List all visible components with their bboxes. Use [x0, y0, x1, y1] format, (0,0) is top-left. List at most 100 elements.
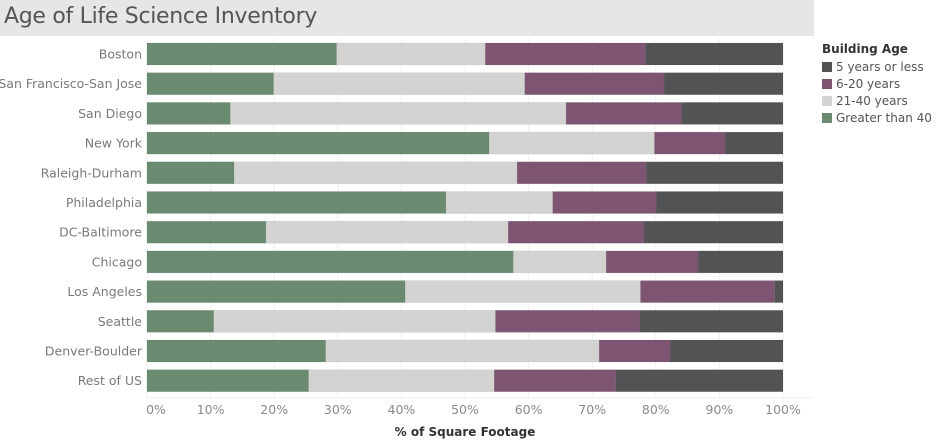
x-tick-label: 70%	[578, 402, 606, 417]
category-label: Raleigh-Durham	[41, 165, 142, 180]
title-band: Age of Life Science Inventory	[0, 0, 814, 36]
bar-segment-greater-than-40[interactable]	[146, 72, 274, 95]
bar-segment-21-40-years[interactable]	[308, 369, 495, 393]
bar-row	[146, 369, 784, 393]
bar-segment-21-40-years[interactable]	[336, 42, 486, 66]
bar-segment-21-40-years[interactable]	[445, 191, 554, 214]
bar-segment-6-20-years[interactable]	[507, 220, 645, 244]
bar-segment-5-years-or-less[interactable]	[643, 220, 784, 244]
category-labels: Boston San Francisco-San Jose San Diego New…	[0, 47, 143, 389]
bar-segment-greater-than-40[interactable]	[146, 309, 215, 333]
gridlines	[146, 38, 813, 399]
bar-segment-greater-than-40[interactable]	[146, 220, 267, 244]
x-tick-label: 60%	[515, 402, 543, 417]
legend-swatch	[822, 112, 832, 123]
x-tick-label: 90%	[706, 402, 734, 417]
x-tick-label: 30%	[324, 402, 352, 417]
legend-item[interactable]: 6-20 years	[822, 75, 934, 92]
bar-segment-6-20-years[interactable]	[654, 131, 726, 155]
bar-segment-6-20-years[interactable]	[516, 161, 647, 185]
x-axis-ticks: 0% 10% 20% 30% 40% 50% 60% 70% 80% 90% 100%	[146, 402, 801, 417]
bar-segment-21-40-years[interactable]	[233, 161, 518, 185]
bar-row	[146, 42, 784, 66]
bar-row	[146, 161, 784, 185]
x-tick-label: 20%	[260, 402, 288, 417]
bar-segment-greater-than-40[interactable]	[146, 102, 231, 125]
bar-segment-6-20-years[interactable]	[598, 339, 671, 363]
legend-item[interactable]: Greater than 40	[822, 109, 934, 126]
category-label: Seattle	[98, 314, 143, 329]
bar-segment-5-years-or-less[interactable]	[698, 250, 784, 274]
bar-segment-6-20-years[interactable]	[524, 72, 665, 95]
bar-segment-6-20-years[interactable]	[495, 309, 641, 333]
bar-segment-6-20-years[interactable]	[640, 280, 776, 303]
category-label: Denver-Boulder	[45, 344, 143, 359]
bar-segment-greater-than-40[interactable]	[146, 161, 235, 185]
bar-row	[146, 220, 784, 244]
x-tick-label: 40%	[388, 402, 416, 417]
bar-segment-5-years-or-less[interactable]	[724, 131, 784, 155]
bar-segment-5-years-or-less[interactable]	[670, 339, 784, 363]
bar-segment-5-years-or-less[interactable]	[680, 102, 784, 125]
bar-segment-21-40-years[interactable]	[230, 102, 567, 125]
bars	[146, 42, 784, 393]
bar-row	[146, 250, 784, 274]
bar-row	[146, 72, 784, 95]
legend-swatch	[822, 78, 832, 89]
legend: Building Age 5 years or less 6-20 years 21…	[822, 42, 934, 126]
bar-segment-21-40-years[interactable]	[325, 339, 600, 363]
category-label: San Francisco-San Jose	[0, 76, 142, 91]
bar-row	[146, 280, 784, 303]
bar-row	[146, 102, 784, 125]
bar-segment-5-years-or-less[interactable]	[645, 161, 784, 185]
x-tick-label: 50%	[451, 402, 479, 417]
legend-item[interactable]: 21-40 years	[822, 92, 934, 109]
bar-segment-greater-than-40[interactable]	[146, 250, 514, 274]
bar-segment-21-40-years[interactable]	[488, 131, 655, 155]
bar-segment-5-years-or-less[interactable]	[656, 191, 784, 214]
bar-segment-5-years-or-less[interactable]	[645, 42, 784, 66]
bar-segment-5-years-or-less[interactable]	[615, 369, 784, 393]
bar-segment-21-40-years[interactable]	[404, 280, 641, 303]
bar-row	[146, 131, 784, 155]
bar-segment-greater-than-40[interactable]	[146, 280, 406, 303]
bar-segment-greater-than-40[interactable]	[146, 369, 309, 393]
bar-segment-21-40-years[interactable]	[513, 250, 607, 274]
x-tick-label: 80%	[642, 402, 670, 417]
legend-item[interactable]: 5 years or less	[822, 58, 934, 75]
bar-row	[146, 339, 784, 363]
bar-segment-6-20-years[interactable]	[565, 102, 682, 125]
x-tick-label: 10%	[197, 402, 225, 417]
bar-segment-6-20-years[interactable]	[485, 42, 646, 66]
bar-segment-5-years-or-less[interactable]	[774, 280, 784, 303]
category-label: San Diego	[78, 106, 142, 121]
bar-segment-greater-than-40[interactable]	[146, 42, 337, 66]
bar-segment-21-40-years[interactable]	[265, 220, 509, 244]
bar-row	[146, 309, 784, 333]
bar-segment-6-20-years[interactable]	[605, 250, 699, 274]
legend-swatch	[822, 61, 832, 72]
bar-segment-greater-than-40[interactable]	[146, 339, 327, 363]
bar-segment-6-20-years[interactable]	[552, 191, 657, 214]
bar-row	[146, 191, 784, 214]
legend-label: Greater than 40	[836, 110, 932, 125]
bar-segment-21-40-years[interactable]	[213, 309, 496, 333]
category-label: New York	[85, 136, 143, 151]
bar-segment-5-years-or-less[interactable]	[639, 309, 784, 333]
legend-title: Building Age	[822, 42, 908, 56]
bar-segment-greater-than-40[interactable]	[146, 131, 490, 155]
bar-segment-21-40-years[interactable]	[273, 72, 526, 95]
x-tick-label: 100%	[765, 402, 801, 417]
legend-label: 21-40 years	[836, 93, 908, 108]
category-label: DC-Baltimore	[59, 225, 142, 240]
legend-label: 6-20 years	[836, 76, 901, 91]
bar-segment-greater-than-40[interactable]	[146, 191, 447, 214]
bar-segment-5-years-or-less[interactable]	[663, 72, 784, 95]
x-axis-title: % of Square Footage	[395, 425, 536, 439]
chart-title: Age of Life Science Inventory	[4, 4, 318, 29]
category-label: Chicago	[92, 254, 142, 269]
bar-segment-6-20-years[interactable]	[493, 369, 617, 393]
category-label: Philadelphia	[66, 195, 142, 210]
x-tick-label: 0%	[146, 402, 166, 417]
